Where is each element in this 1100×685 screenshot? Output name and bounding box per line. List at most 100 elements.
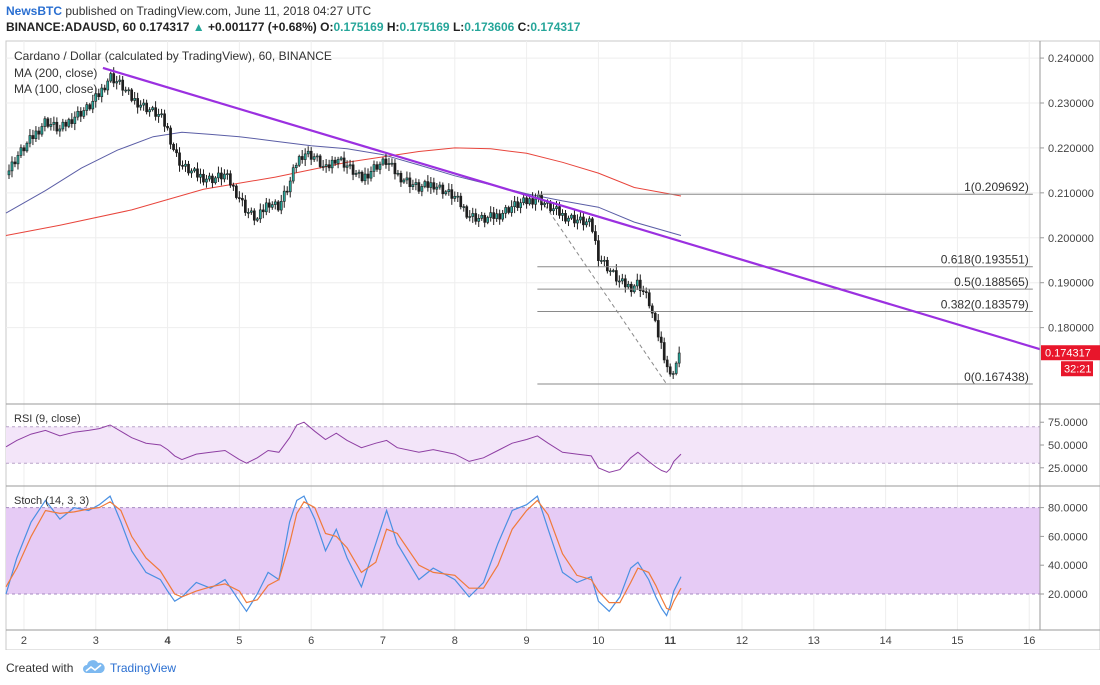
candle-body[interactable] (49, 124, 53, 127)
candle-body[interactable] (399, 172, 403, 183)
candle-body[interactable] (396, 172, 400, 175)
candle-body[interactable] (489, 212, 493, 218)
candle-body[interactable] (31, 135, 35, 139)
candle-body[interactable] (498, 213, 502, 220)
candle-body[interactable] (157, 114, 160, 117)
candle-body[interactable] (357, 171, 361, 174)
candle-body[interactable] (597, 240, 600, 261)
candle-body[interactable] (635, 279, 639, 287)
candle-body[interactable] (668, 366, 672, 375)
candle-body[interactable] (555, 206, 558, 210)
candle-body[interactable] (193, 168, 196, 172)
candle-body[interactable] (674, 362, 678, 374)
chart-svg[interactable]: 1(0.209692)0.618(0.193551)0.5(0.188565)0… (0, 38, 1100, 651)
candle-body[interactable] (220, 172, 223, 180)
candle-body[interactable] (432, 182, 436, 190)
candle-body[interactable] (603, 259, 606, 262)
candle-body[interactable] (34, 130, 38, 139)
candle-body[interactable] (408, 177, 412, 187)
candle-body[interactable] (19, 147, 23, 156)
candle-body[interactable] (70, 119, 74, 124)
candle-body[interactable] (211, 175, 214, 184)
candle-body[interactable] (40, 126, 44, 135)
candle-body[interactable] (369, 171, 373, 179)
candle-body[interactable] (166, 126, 169, 129)
candle-body[interactable] (300, 156, 304, 160)
publisher-name[interactable]: NewsBTC (6, 4, 63, 18)
candle-body[interactable] (282, 190, 286, 202)
candle-body[interactable] (187, 163, 190, 174)
candle-body[interactable] (238, 197, 241, 199)
tradingview-link[interactable]: TradingView (110, 661, 177, 675)
candle-body[interactable] (348, 164, 352, 167)
candle-body[interactable] (570, 214, 573, 219)
candle-body[interactable] (208, 175, 211, 180)
candle-body[interactable] (64, 121, 68, 127)
trendline[interactable] (102, 66, 1041, 351)
candle-body[interactable] (441, 184, 445, 195)
candle-body[interactable] (232, 184, 235, 187)
candle-body[interactable] (61, 121, 65, 130)
candle-body[interactable] (145, 102, 148, 113)
candle-body[interactable] (561, 213, 564, 216)
candle-body[interactable] (450, 189, 454, 199)
candle-body[interactable] (617, 280, 621, 283)
candle-body[interactable] (360, 171, 364, 182)
candle-body[interactable] (163, 113, 166, 127)
candle-body[interactable] (241, 198, 244, 201)
candle-body[interactable] (447, 189, 451, 193)
candle-body[interactable] (525, 197, 528, 205)
candle-body[interactable] (387, 163, 391, 165)
candle-body[interactable] (94, 93, 98, 102)
candle-body[interactable] (103, 87, 107, 91)
candle-body[interactable] (13, 161, 17, 165)
candle-body[interactable] (229, 173, 232, 186)
candle-body[interactable] (199, 173, 202, 178)
candle-body[interactable] (644, 291, 648, 294)
candle-body[interactable] (255, 218, 259, 221)
candle-body[interactable] (25, 142, 29, 152)
candle-body[interactable] (196, 168, 199, 178)
candle-body[interactable] (321, 166, 325, 168)
candle-body[interactable] (130, 89, 134, 101)
candle-body[interactable] (169, 127, 172, 145)
candle-body[interactable] (543, 203, 546, 206)
candle-body[interactable] (573, 214, 576, 224)
candle-body[interactable] (405, 177, 409, 181)
candle-body[interactable] (252, 210, 256, 221)
candle-body[interactable] (88, 104, 92, 110)
candle-body[interactable] (315, 155, 319, 158)
candle-body[interactable] (591, 218, 594, 232)
candle-body[interactable] (318, 155, 322, 167)
candle-body[interactable] (453, 196, 457, 199)
candle-body[interactable] (516, 201, 519, 208)
candle-body[interactable] (7, 170, 11, 176)
candle-body[interactable] (492, 212, 496, 219)
candle-body[interactable] (606, 259, 609, 272)
candle-body[interactable] (612, 270, 615, 272)
candle-body[interactable] (214, 177, 217, 184)
candle-body[interactable] (112, 73, 116, 84)
candle-body[interactable] (297, 156, 301, 166)
candle-body[interactable] (79, 110, 83, 117)
candle-body[interactable] (465, 206, 469, 218)
candle-body[interactable] (327, 164, 331, 169)
candle-body[interactable] (510, 206, 513, 213)
candle-body[interactable] (285, 190, 289, 193)
candle-body[interactable] (579, 216, 582, 221)
candle-body[interactable] (258, 209, 262, 220)
candle-body[interactable] (656, 320, 660, 338)
candle-body[interactable] (638, 279, 642, 291)
candle-body[interactable] (345, 165, 349, 168)
candle-body[interactable] (564, 213, 567, 222)
candle-body[interactable] (507, 207, 510, 213)
candle-body[interactable] (324, 164, 328, 167)
candle-body[interactable] (519, 202, 522, 208)
candle-body[interactable] (588, 218, 591, 223)
candle-body[interactable] (333, 159, 337, 164)
candle-body[interactable] (22, 147, 26, 152)
candle-body[interactable] (426, 181, 430, 188)
candle-body[interactable] (459, 195, 463, 208)
candle-body[interactable] (504, 207, 507, 214)
candle-body[interactable] (558, 206, 561, 216)
